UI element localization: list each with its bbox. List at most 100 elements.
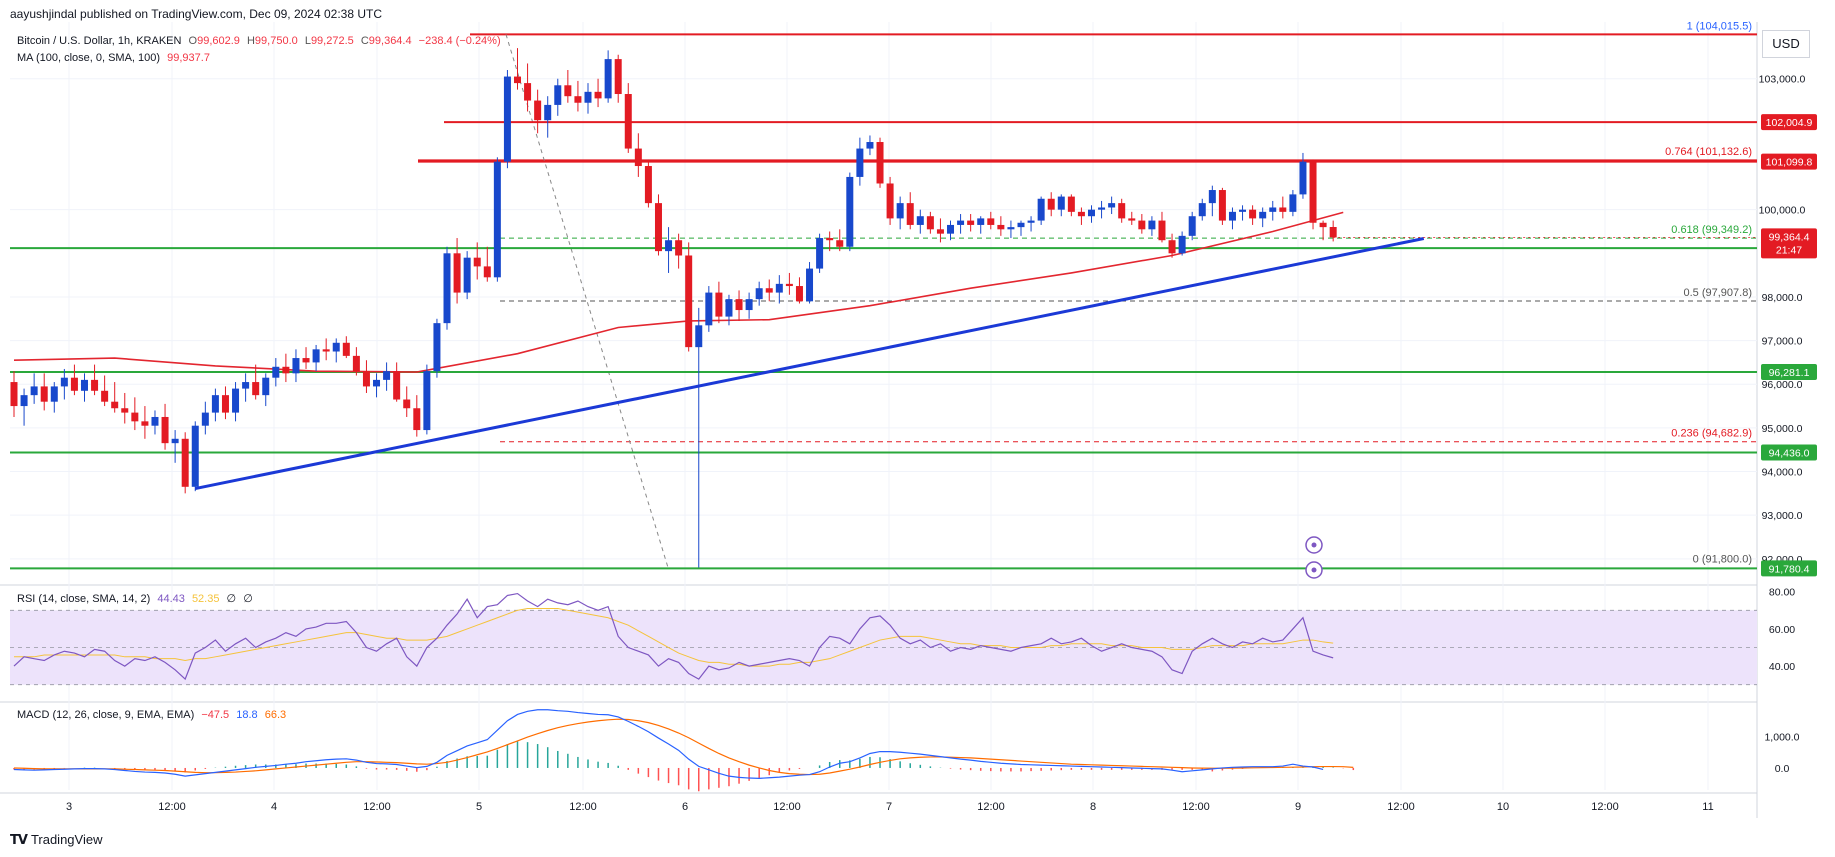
candle-body xyxy=(584,91,592,103)
candle-body xyxy=(524,83,532,101)
brand-name: TradingView xyxy=(30,832,103,847)
chart-tools xyxy=(1305,536,1323,579)
time-tick: 12:00 xyxy=(977,801,1005,813)
candle-body xyxy=(292,358,300,374)
candle-body xyxy=(836,240,844,247)
candle-body xyxy=(977,218,985,225)
time-tick: 3 xyxy=(66,801,72,813)
candle-body xyxy=(1118,203,1126,219)
candle-body xyxy=(473,257,481,267)
candle-body xyxy=(725,299,733,317)
candle-body xyxy=(806,268,814,302)
candle-body xyxy=(221,395,229,413)
time-tick: 9 xyxy=(1295,801,1301,813)
candle-body xyxy=(161,416,169,444)
trendline-support xyxy=(194,237,1425,491)
symbol-legend[interactable]: Bitcoin / U.S. Dollar, 1h, KRAKEN O99,60… xyxy=(17,35,501,47)
level-price-label-bg xyxy=(1761,114,1817,131)
time-tick: 12:00 xyxy=(1182,801,1210,813)
macd-legend[interactable]: MACD (12, 26, close, 9, EMA, EMA) −47.5 … xyxy=(17,709,290,721)
low-value: 99,272.5 xyxy=(310,35,354,47)
candle-body xyxy=(373,379,381,387)
candle-body xyxy=(554,85,562,105)
candle-body xyxy=(906,203,914,225)
price-tick: 97,000.0 xyxy=(1762,336,1803,348)
candle-body xyxy=(1138,220,1146,230)
candle-body xyxy=(1148,220,1156,230)
candle-body xyxy=(332,342,340,352)
current-price-bg xyxy=(1761,228,1817,259)
fib-label-0.618: 0.618 (99,349.2) xyxy=(1671,224,1752,236)
candle-body xyxy=(1239,209,1247,212)
tradingview-logo[interactable]: 𝗧𝗩 TradingView xyxy=(10,832,102,848)
candle-body xyxy=(121,408,129,413)
candle-body xyxy=(896,203,904,219)
rsi-legend[interactable]: RSI (14, close, SMA, 14, 2) 44.43 52.35 … xyxy=(17,593,253,605)
rsi-tick: 60.00 xyxy=(1769,624,1795,636)
candle-body xyxy=(383,371,391,380)
candle-body xyxy=(20,395,28,407)
macd-signal-value: 66.3 xyxy=(264,709,287,721)
macd-hist-value: 18.8 xyxy=(236,709,258,721)
level-price-label: 94,436.0 xyxy=(1769,447,1810,459)
candlestick-series xyxy=(10,48,1337,568)
level-price-label-bg xyxy=(1761,363,1817,380)
candle-body xyxy=(1309,161,1317,223)
candle-body xyxy=(10,382,18,407)
price-tick: 93,000.0 xyxy=(1762,510,1803,522)
candle-body xyxy=(1098,207,1106,210)
candle-body xyxy=(1158,220,1166,241)
level-price-label: 102,004.9 xyxy=(1766,117,1813,129)
time-tick: 12:00 xyxy=(1387,801,1415,813)
candle-body xyxy=(211,395,219,413)
candle-body xyxy=(514,76,521,84)
candle-body xyxy=(1077,211,1085,217)
tv-logo-icon: 𝗧𝗩 xyxy=(10,832,28,847)
candle-body xyxy=(1259,211,1267,219)
candle-body xyxy=(564,85,572,97)
symbol-title: Bitcoin / U.S. Dollar, 1h, KRAKEN xyxy=(17,35,182,47)
candle-body xyxy=(705,292,713,326)
candle-body xyxy=(453,253,461,293)
candle-body xyxy=(131,412,139,422)
candle-body xyxy=(755,288,763,300)
candle-body xyxy=(1218,190,1226,221)
candle-body xyxy=(947,224,955,234)
candle-body xyxy=(957,220,965,225)
candle-body xyxy=(695,325,703,348)
candle-body xyxy=(997,224,1005,230)
candle-body xyxy=(141,421,149,426)
candle-body xyxy=(30,386,38,396)
ma-legend[interactable]: MA (100, close, 0, SMA, 100) 99,937.7 xyxy=(17,52,214,64)
publisher-caption: aayushjindal published on TradingView.co… xyxy=(10,7,383,21)
high-value: 99,750.0 xyxy=(254,35,298,47)
level-price-label: 101,099.8 xyxy=(1766,157,1813,169)
time-tick: 12:00 xyxy=(569,801,597,813)
candle-body xyxy=(876,142,884,184)
candle-body xyxy=(1108,203,1116,208)
lightning-icon-dot xyxy=(1311,567,1317,573)
macd-tick: 0.0 xyxy=(1775,763,1790,775)
level-price-label: 91,780.4 xyxy=(1769,563,1810,575)
time-tick: 10 xyxy=(1497,801,1509,813)
candle-body xyxy=(1198,203,1206,217)
price-tick: 95,000.0 xyxy=(1762,423,1803,435)
fibonacci-retracement: 1 (104,015.5) 0.764 (101,132.6) 0.618 (99,… xyxy=(418,20,1757,568)
candle-body xyxy=(604,59,612,99)
candle-body xyxy=(1047,198,1055,210)
candle-body xyxy=(644,166,652,204)
time-tick: 11 xyxy=(1702,801,1713,813)
candle-body xyxy=(151,416,159,426)
candle-body xyxy=(302,358,310,363)
time-tick: 4 xyxy=(271,801,277,813)
candle-body xyxy=(1228,211,1236,221)
close-value: 99,364.4 xyxy=(368,35,412,47)
candle-body xyxy=(352,355,360,372)
candle-body xyxy=(262,377,270,396)
candle-body xyxy=(1007,227,1015,230)
currency-selector[interactable]: USD xyxy=(1762,30,1810,58)
candle-body xyxy=(40,386,48,402)
candle-body xyxy=(534,100,542,121)
time-tick: 8 xyxy=(1090,801,1096,813)
